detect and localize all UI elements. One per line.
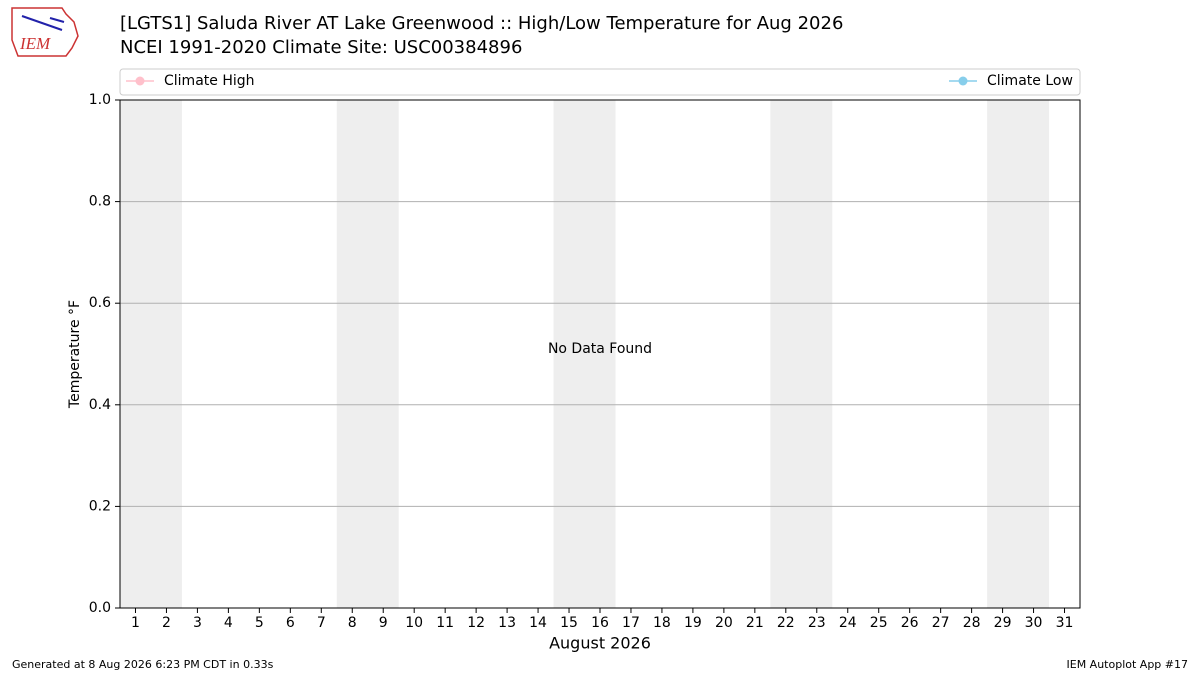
x-tick-label: 20 [715, 615, 733, 631]
x-tick-label: 22 [777, 615, 795, 631]
logo: IEM [11, 7, 79, 57]
x-tick-label: 2 [162, 615, 171, 631]
weekend-band [553, 100, 616, 608]
y-tick-label: 0.4 [89, 397, 111, 413]
weekend-band [770, 100, 833, 608]
x-axis-label: August 2026 [549, 634, 651, 653]
x-tick-label: 24 [839, 615, 857, 631]
x-tick-label: 21 [746, 615, 764, 631]
y-tick-label: 0.6 [89, 295, 111, 311]
weekend-band [120, 100, 182, 608]
chart-title: [LGTS1] Saluda River AT Lake Greenwood :… [120, 13, 843, 34]
weekend-band [987, 100, 1050, 608]
y-tick-label: 0.0 [89, 600, 111, 616]
x-tick-label: 1 [131, 615, 140, 631]
x-tick-label: 23 [808, 615, 826, 631]
annotation: No Data Found [548, 341, 652, 357]
logo-text: IEM [19, 34, 51, 53]
x-tick-label: 26 [901, 615, 919, 631]
x-tick-label: 30 [1025, 615, 1043, 631]
x-tick-label: 9 [379, 615, 388, 631]
x-tick-label: 3 [193, 615, 202, 631]
x-tick-label: 4 [224, 615, 233, 631]
x-tick-label: 28 [963, 615, 981, 631]
legend-marker [135, 76, 145, 86]
footer-left: Generated at 8 Aug 2026 6:23 PM CDT in 0… [12, 658, 274, 671]
x-tick-label: 7 [317, 615, 326, 631]
logo-line [49, 17, 65, 23]
x-tick-label: 8 [348, 615, 357, 631]
weekend-band [336, 100, 399, 608]
x-tick-label: 6 [286, 615, 295, 631]
footer-right: IEM Autoplot App #17 [1067, 658, 1189, 671]
x-tick-label: 13 [498, 615, 516, 631]
y-tick-label: 0.8 [89, 194, 111, 210]
y-axis-label: Temperature °F [67, 300, 83, 409]
legend-box [119, 68, 1081, 96]
x-tick-label: 14 [529, 615, 547, 631]
plot-frame [119, 99, 1081, 609]
legend-marker [958, 76, 968, 86]
x-tick-label: 31 [1056, 615, 1074, 631]
x-tick-label: 10 [405, 615, 423, 631]
x-tick-label: 12 [467, 615, 485, 631]
x-tick-label: 5 [255, 615, 264, 631]
logo-outline [11, 7, 79, 57]
x-tick-label: 17 [622, 615, 640, 631]
legend-label: Climate High [164, 73, 255, 89]
x-tick-label: 25 [870, 615, 888, 631]
x-tick-label: 27 [932, 615, 950, 631]
x-tick-label: 18 [653, 615, 671, 631]
x-tick-label: 15 [560, 615, 578, 631]
y-tick-label: 0.2 [89, 498, 111, 514]
x-tick-label: 29 [994, 615, 1012, 631]
logo-line [21, 15, 63, 31]
x-tick-label: 11 [436, 615, 454, 631]
y-tick-label: 1.0 [89, 92, 111, 108]
x-tick-label: 19 [684, 615, 702, 631]
chart-subtitle: NCEI 1991-2020 Climate Site: USC00384896 [120, 37, 522, 58]
x-tick-label: 16 [591, 615, 609, 631]
legend-label: Climate Low [987, 73, 1073, 89]
